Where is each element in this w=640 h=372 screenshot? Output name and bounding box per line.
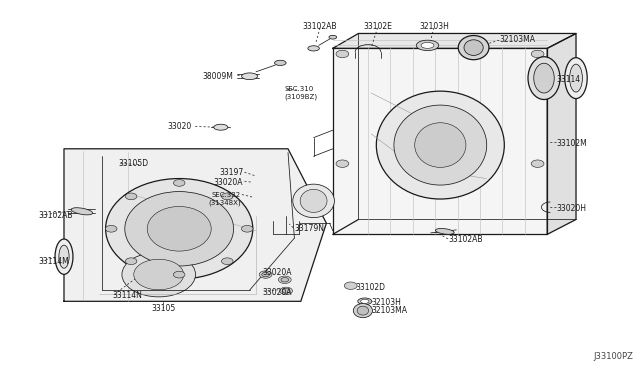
- Text: 33102AB: 33102AB: [303, 22, 337, 31]
- Ellipse shape: [353, 304, 372, 318]
- Text: 33102E: 33102E: [363, 22, 392, 31]
- Text: 33114M: 33114M: [38, 257, 69, 266]
- Ellipse shape: [357, 306, 369, 315]
- Text: 33020: 33020: [168, 122, 192, 131]
- Ellipse shape: [570, 64, 582, 92]
- Text: 33105D: 33105D: [118, 159, 148, 168]
- Circle shape: [125, 193, 137, 200]
- Ellipse shape: [242, 73, 258, 80]
- Text: 32103MA: 32103MA: [371, 306, 407, 315]
- Ellipse shape: [458, 36, 489, 60]
- Text: 33114: 33114: [557, 76, 581, 84]
- Text: (31348X): (31348X): [208, 199, 241, 206]
- Text: (3109BZ): (3109BZ): [285, 93, 318, 100]
- Polygon shape: [333, 48, 547, 234]
- Ellipse shape: [329, 35, 337, 39]
- Text: 33102AB: 33102AB: [448, 235, 483, 244]
- Ellipse shape: [134, 259, 184, 290]
- Text: SEC.310: SEC.310: [285, 86, 314, 92]
- Text: 33105: 33105: [151, 304, 175, 313]
- Ellipse shape: [308, 46, 319, 51]
- Text: 33102D: 33102D: [356, 283, 386, 292]
- Ellipse shape: [125, 192, 234, 266]
- Ellipse shape: [360, 299, 369, 304]
- Text: 33114N: 33114N: [112, 291, 142, 300]
- Circle shape: [221, 193, 233, 200]
- Ellipse shape: [214, 124, 228, 130]
- Text: 33020A: 33020A: [262, 268, 292, 277]
- Ellipse shape: [275, 60, 286, 65]
- Circle shape: [344, 282, 357, 289]
- Text: 33102AB: 33102AB: [38, 211, 73, 220]
- Circle shape: [125, 258, 137, 264]
- Ellipse shape: [564, 58, 588, 99]
- Text: J33100PZ: J33100PZ: [594, 352, 634, 361]
- Ellipse shape: [55, 239, 73, 275]
- Circle shape: [336, 50, 349, 58]
- Ellipse shape: [122, 252, 196, 297]
- Circle shape: [173, 180, 185, 186]
- Text: 32103MA: 32103MA: [499, 35, 535, 44]
- Circle shape: [221, 258, 233, 264]
- Ellipse shape: [435, 228, 454, 234]
- Circle shape: [106, 225, 117, 232]
- Text: 33179N: 33179N: [294, 224, 324, 233]
- Circle shape: [262, 272, 269, 277]
- Text: SEC.332: SEC.332: [211, 192, 241, 198]
- Ellipse shape: [394, 105, 486, 185]
- Circle shape: [241, 225, 253, 232]
- Polygon shape: [547, 33, 576, 234]
- Ellipse shape: [293, 184, 335, 218]
- Ellipse shape: [534, 63, 554, 93]
- Ellipse shape: [358, 298, 372, 305]
- Text: 33020A: 33020A: [262, 288, 292, 296]
- Circle shape: [282, 289, 290, 293]
- Circle shape: [259, 271, 272, 278]
- Ellipse shape: [415, 123, 466, 167]
- Ellipse shape: [59, 245, 69, 268]
- Text: 32103H: 32103H: [371, 298, 401, 307]
- Text: 33102M: 33102M: [557, 139, 588, 148]
- Circle shape: [281, 278, 289, 282]
- Ellipse shape: [147, 206, 211, 251]
- Text: 33197: 33197: [219, 169, 243, 177]
- Polygon shape: [64, 149, 326, 301]
- Ellipse shape: [417, 40, 439, 51]
- Ellipse shape: [71, 208, 93, 215]
- Ellipse shape: [421, 42, 434, 48]
- Text: 32103H: 32103H: [419, 22, 449, 31]
- Circle shape: [280, 287, 292, 295]
- Circle shape: [336, 160, 349, 167]
- Circle shape: [531, 50, 544, 58]
- Ellipse shape: [106, 179, 253, 279]
- Ellipse shape: [300, 189, 327, 212]
- Circle shape: [531, 160, 544, 167]
- Text: 38009M: 38009M: [203, 72, 234, 81]
- Polygon shape: [333, 33, 576, 48]
- Circle shape: [278, 276, 291, 283]
- Ellipse shape: [464, 40, 483, 55]
- Ellipse shape: [376, 91, 504, 199]
- Ellipse shape: [528, 57, 560, 99]
- Circle shape: [173, 271, 185, 278]
- Text: 33020A: 33020A: [214, 178, 243, 187]
- Text: 33020H: 33020H: [557, 204, 587, 213]
